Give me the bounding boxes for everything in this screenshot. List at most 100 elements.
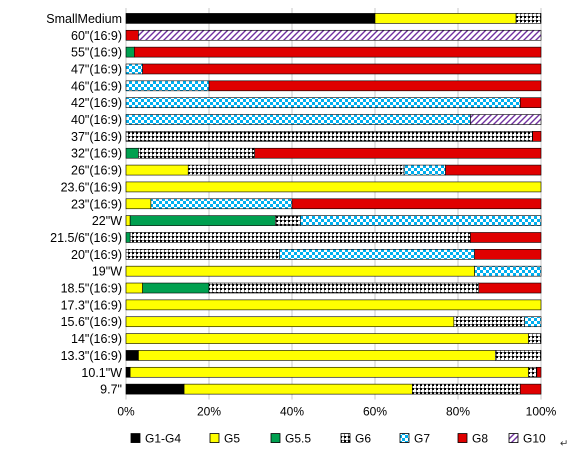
x-tick-label: 20% bbox=[197, 405, 221, 419]
bar-segment-g7 bbox=[125, 63, 143, 75]
bar-segment-g5 bbox=[129, 366, 529, 378]
category-label: 32"(16:9) bbox=[71, 147, 122, 161]
bar-segment-g8 bbox=[142, 63, 542, 75]
legend-swatch bbox=[508, 433, 519, 443]
legend-swatch bbox=[399, 433, 410, 443]
bar-segment-g5 bbox=[125, 299, 542, 311]
category-label: 13.3"(16:9) bbox=[61, 349, 122, 363]
legend-label: G6 bbox=[355, 432, 371, 446]
bar-segment-g1-g4 bbox=[125, 366, 131, 378]
bar-segment-g7 bbox=[150, 198, 293, 210]
legend-label: G8 bbox=[472, 432, 488, 446]
bar-segment-g5 bbox=[183, 383, 413, 395]
bar-segment-g5 bbox=[125, 282, 143, 294]
bar-segment-g5-5 bbox=[142, 282, 210, 294]
bar-segment-g8 bbox=[254, 147, 542, 159]
bar-segment-g8 bbox=[519, 97, 542, 108]
bar-segment-g8 bbox=[478, 282, 542, 294]
bar-segment-g5 bbox=[125, 198, 152, 210]
bar-segment-g6 bbox=[453, 316, 525, 328]
bar-segment-g6 bbox=[125, 131, 534, 142]
bar-segment-g5-5 bbox=[125, 147, 139, 159]
category-label: 26"(16:9) bbox=[71, 164, 122, 178]
bar-segment-g8 bbox=[291, 198, 542, 210]
x-tick-label: 80% bbox=[446, 405, 470, 419]
bar-segment-g6 bbox=[187, 164, 405, 176]
category-label: SmallMedium bbox=[46, 12, 122, 26]
category-label: 9.7" bbox=[100, 383, 122, 397]
bar-segment-g8 bbox=[208, 80, 542, 92]
category-label: 10.1"W bbox=[81, 366, 122, 380]
legend-label: G7 bbox=[414, 432, 430, 446]
legend-swatch bbox=[209, 433, 220, 443]
bar-segment-g7 bbox=[474, 265, 542, 277]
bars-group bbox=[125, 13, 542, 395]
legend-label: G5.5 bbox=[285, 432, 311, 446]
category-label: 60"(16:9) bbox=[71, 29, 122, 43]
bar-segment-g8 bbox=[445, 164, 542, 176]
bar-segment-g1-g4 bbox=[125, 350, 139, 361]
category-label: 15.6"(16:9) bbox=[61, 315, 122, 329]
bar-segment-g5 bbox=[125, 164, 189, 176]
bar-segment-g5 bbox=[125, 215, 131, 226]
legend-swatch bbox=[130, 433, 141, 443]
bar-segment-g5-5 bbox=[129, 215, 276, 226]
bar-segment-g8 bbox=[470, 232, 542, 243]
bar-segment-g6 bbox=[129, 232, 471, 243]
bar-segment-g6 bbox=[125, 249, 280, 260]
category-label: 23.6"(16:9) bbox=[61, 180, 122, 194]
legend-swatch bbox=[270, 433, 281, 443]
bar-segment-g6 bbox=[138, 147, 255, 159]
category-label: 18.5"(16:9) bbox=[61, 282, 122, 296]
category-label: 55"(16:9) bbox=[71, 46, 122, 60]
bar-segment-g5 bbox=[374, 13, 517, 24]
bar-segment-g5-5 bbox=[125, 46, 135, 58]
bar-segment-g6 bbox=[412, 383, 521, 395]
bar-segment-g7 bbox=[524, 316, 542, 328]
bar-segment-g8 bbox=[474, 249, 542, 260]
bar-segment-g7 bbox=[125, 97, 521, 108]
bar-segment-g8 bbox=[536, 366, 542, 378]
category-label: 46"(16:9) bbox=[71, 79, 122, 93]
x-tick-label: 100% bbox=[526, 405, 557, 419]
legend-swatch bbox=[340, 433, 351, 443]
category-label: 21.5/6"(16:9) bbox=[50, 231, 122, 245]
x-tick-label: 60% bbox=[363, 405, 387, 419]
category-label: 17.3"(16:9) bbox=[61, 298, 122, 312]
bar-segment-g5 bbox=[125, 333, 529, 344]
x-tick-label: 40% bbox=[280, 405, 304, 419]
category-label: 20"(16:9) bbox=[71, 248, 122, 262]
x-tick-label: 0% bbox=[117, 405, 135, 419]
paragraph-return-mark: ↵ bbox=[560, 439, 568, 450]
bar-segment-g5 bbox=[138, 350, 496, 361]
bar-segment-g8 bbox=[519, 383, 542, 395]
bar-segment-g6 bbox=[275, 215, 301, 226]
category-label: 37"(16:9) bbox=[71, 130, 122, 144]
bar-segment-g7 bbox=[299, 215, 542, 226]
bar-segment-g5 bbox=[125, 265, 475, 277]
legend-label: G5 bbox=[224, 432, 240, 446]
bar-segment-g7 bbox=[125, 80, 210, 92]
legend-label: G10 bbox=[523, 432, 546, 446]
bar-segment-g6 bbox=[528, 366, 538, 378]
category-label: 47"(16:9) bbox=[71, 62, 122, 76]
category-label: 22"W bbox=[92, 214, 122, 228]
bar-segment-g6 bbox=[515, 13, 542, 24]
category-labels: SmallMedium 60"(16:9) 55"(16:9) 47"(16:9) 46… bbox=[46, 12, 122, 397]
category-label: 23"(16:9) bbox=[71, 197, 122, 211]
bar-segment-g6 bbox=[208, 282, 480, 294]
bar-segment-g6 bbox=[495, 350, 542, 361]
category-label: 14"(16:9) bbox=[71, 332, 122, 346]
bar-segment-g8 bbox=[125, 29, 139, 41]
legend: G1-G4 G5 G5.5 G6 G7 G8 G10 ↵ bbox=[130, 432, 568, 450]
bar-segment-g7 bbox=[403, 164, 446, 176]
category-label: 40"(16:9) bbox=[71, 113, 122, 127]
bar-segment-g10 bbox=[470, 114, 542, 125]
category-label: 19"W bbox=[92, 265, 122, 279]
bar-segment-g1-g4 bbox=[125, 13, 376, 24]
bar-segment-g7 bbox=[125, 114, 471, 125]
category-label: 42"(16:9) bbox=[71, 96, 122, 110]
x-tick-labels: 0% 20% 40% 60% 80% 100% bbox=[117, 405, 556, 419]
bar-segment-g5 bbox=[125, 316, 455, 328]
bar-segment-g7 bbox=[279, 249, 475, 260]
